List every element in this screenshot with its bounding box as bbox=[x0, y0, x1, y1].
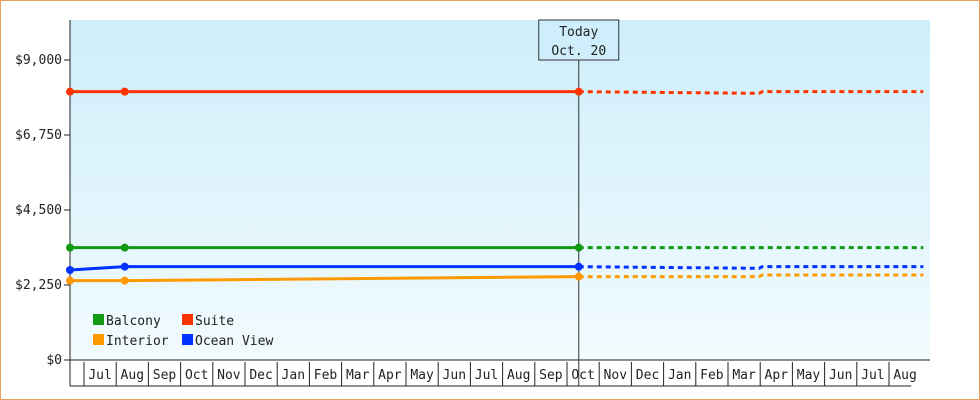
y-tick-label: $2,250 bbox=[15, 278, 62, 293]
data-point-balcony bbox=[574, 243, 583, 252]
x-tick-label: Jan bbox=[282, 368, 305, 383]
y-tick-label: $0 bbox=[46, 353, 62, 368]
x-tick-label: Aug bbox=[507, 368, 530, 383]
x-tick-label: Sep bbox=[539, 368, 563, 383]
x-tick-label: Mar bbox=[346, 368, 370, 383]
y-tick-label: $9,000 bbox=[15, 53, 62, 68]
data-point-ocean-view bbox=[66, 266, 74, 274]
legend-label-balcony: Balcony bbox=[106, 314, 161, 329]
x-tick-label: Aug bbox=[893, 368, 916, 383]
x-tick-label: Dec bbox=[636, 368, 659, 383]
data-point-interior bbox=[66, 276, 74, 285]
today-label: Today bbox=[559, 25, 598, 40]
today-box bbox=[538, 19, 620, 61]
x-tick-label: May bbox=[410, 368, 434, 383]
x-tick-label: Apr bbox=[378, 368, 402, 383]
x-tick-label: May bbox=[797, 368, 821, 383]
y-tick-label: $6,750 bbox=[15, 128, 62, 143]
data-point-ocean-view bbox=[120, 262, 129, 271]
data-point-suite bbox=[66, 87, 74, 96]
data-point-interior bbox=[120, 276, 129, 285]
data-point-suite bbox=[574, 87, 583, 96]
x-tick-label: Sep bbox=[153, 368, 177, 383]
legend-swatch-interior bbox=[93, 334, 104, 345]
legend-label-suite: Suite bbox=[195, 314, 234, 329]
x-tick-label: Apr bbox=[765, 368, 789, 383]
legend-swatch-balcony bbox=[93, 314, 104, 325]
y-tick-label: $4,500 bbox=[15, 203, 62, 218]
x-tick-label: Mar bbox=[732, 368, 756, 383]
legend-label-ocean-view: Ocean View bbox=[195, 334, 273, 349]
x-tick-label: Oct bbox=[185, 368, 208, 383]
today-date: Oct. 20 bbox=[551, 44, 606, 59]
data-point-balcony bbox=[66, 243, 74, 252]
legend-swatch-ocean-view bbox=[182, 334, 193, 345]
x-tick-label: Oct bbox=[571, 368, 594, 383]
x-tick-label: Jul bbox=[475, 368, 498, 383]
x-tick-label: Jul bbox=[88, 368, 111, 383]
plot-area bbox=[70, 20, 930, 360]
x-tick-label: Jun bbox=[829, 368, 852, 383]
data-point-suite bbox=[120, 87, 129, 96]
data-point-ocean-view bbox=[574, 262, 583, 271]
series-forecast-suite bbox=[578, 90, 924, 95]
legend-label-interior: Interior bbox=[106, 334, 169, 349]
x-tick-label: Dec bbox=[249, 368, 272, 383]
x-tick-label: Aug bbox=[121, 368, 144, 383]
x-tick-label: Feb bbox=[314, 368, 338, 383]
series-forecast-ocean-view bbox=[578, 265, 924, 270]
x-tick-label: Nov bbox=[604, 368, 628, 383]
x-tick-label: Jun bbox=[443, 368, 466, 383]
legend-swatch-suite bbox=[182, 314, 193, 325]
x-tick-label: Nov bbox=[217, 368, 241, 383]
x-tick-label: Jan bbox=[668, 368, 691, 383]
x-tick-label: Jul bbox=[861, 368, 884, 383]
x-tick-label: Feb bbox=[700, 368, 724, 383]
data-point-interior bbox=[574, 272, 583, 281]
data-point-balcony bbox=[120, 243, 129, 252]
series-forecast-interior bbox=[578, 273, 924, 279]
